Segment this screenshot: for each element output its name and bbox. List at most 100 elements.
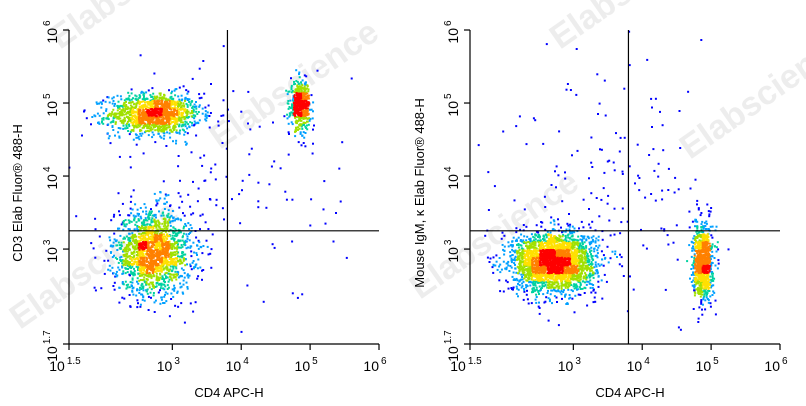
event-point bbox=[152, 92, 155, 95]
event-point bbox=[709, 305, 712, 308]
event-point bbox=[124, 253, 127, 256]
event-point bbox=[167, 246, 170, 249]
event-point bbox=[154, 129, 157, 132]
event-point bbox=[538, 239, 541, 242]
event-point bbox=[303, 111, 306, 114]
event-point bbox=[136, 117, 139, 120]
event-point bbox=[521, 282, 524, 285]
event-point bbox=[646, 58, 649, 61]
event-point bbox=[175, 235, 178, 238]
event-point bbox=[156, 232, 159, 235]
event-point bbox=[182, 102, 185, 105]
event-point bbox=[179, 274, 182, 277]
event-point bbox=[545, 236, 548, 239]
event-point bbox=[568, 225, 571, 228]
event-point bbox=[167, 286, 170, 289]
event-point bbox=[192, 260, 195, 262]
event-point bbox=[154, 254, 157, 257]
event-point bbox=[182, 112, 184, 115]
event-point bbox=[604, 256, 607, 259]
event-point bbox=[187, 115, 190, 118]
event-point bbox=[143, 263, 146, 266]
event-point bbox=[102, 117, 105, 119]
event-point bbox=[133, 219, 136, 222]
event-point bbox=[162, 107, 165, 110]
event-point bbox=[168, 253, 171, 256]
event-point bbox=[636, 143, 639, 146]
event-point bbox=[151, 254, 154, 257]
event-point bbox=[123, 102, 126, 105]
event-point bbox=[157, 112, 160, 115]
event-point bbox=[176, 232, 179, 235]
event-point bbox=[130, 92, 133, 95]
event-point bbox=[158, 100, 161, 103]
event-point bbox=[694, 292, 697, 295]
event-point bbox=[113, 238, 116, 241]
event-point bbox=[538, 281, 541, 284]
event-point bbox=[299, 107, 302, 110]
event-point bbox=[711, 236, 714, 239]
event-point bbox=[568, 213, 570, 215]
event-point bbox=[158, 115, 161, 118]
event-point bbox=[157, 102, 160, 105]
event-point bbox=[294, 102, 297, 105]
event-point bbox=[173, 239, 176, 242]
event-point bbox=[168, 114, 171, 117]
event-point bbox=[130, 114, 132, 117]
event-point bbox=[534, 238, 537, 241]
event-point bbox=[140, 217, 143, 220]
event-point bbox=[161, 256, 164, 259]
y-tick-base: 10 bbox=[44, 247, 60, 263]
event-point bbox=[152, 242, 155, 245]
event-point bbox=[519, 252, 522, 254]
event-point bbox=[491, 266, 494, 269]
event-point bbox=[111, 266, 114, 269]
event-point bbox=[197, 187, 200, 190]
event-point bbox=[159, 97, 162, 99]
event-point bbox=[174, 253, 177, 256]
event-point bbox=[103, 272, 106, 275]
event-point bbox=[571, 247, 574, 250]
event-point bbox=[152, 294, 155, 297]
event-point bbox=[597, 246, 600, 249]
event-point bbox=[165, 237, 168, 240]
event-point bbox=[185, 240, 188, 243]
event-point bbox=[189, 302, 192, 305]
event-point bbox=[538, 312, 541, 315]
event-point bbox=[179, 286, 182, 289]
event-point bbox=[298, 85, 301, 88]
event-point bbox=[159, 122, 162, 125]
event-point bbox=[147, 89, 150, 92]
event-point bbox=[305, 103, 308, 106]
event-point bbox=[143, 276, 146, 279]
event-point bbox=[197, 258, 200, 261]
event-point bbox=[153, 192, 156, 195]
event-point bbox=[117, 112, 120, 115]
event-point bbox=[118, 244, 121, 247]
event-point bbox=[717, 262, 720, 265]
event-point bbox=[139, 272, 142, 275]
event-point bbox=[217, 124, 220, 127]
event-point bbox=[564, 236, 567, 239]
event-point bbox=[697, 290, 700, 293]
event-point bbox=[167, 270, 170, 273]
event-point bbox=[570, 284, 573, 286]
event-point bbox=[703, 295, 706, 298]
event-point bbox=[151, 241, 154, 244]
event-point bbox=[187, 123, 190, 126]
event-point bbox=[692, 262, 695, 265]
event-point bbox=[586, 269, 588, 272]
event-point bbox=[287, 122, 290, 125]
event-point bbox=[125, 125, 128, 127]
event-point bbox=[138, 292, 141, 294]
event-point bbox=[168, 129, 171, 132]
event-point bbox=[710, 264, 713, 267]
event-point bbox=[149, 273, 152, 276]
event-point bbox=[186, 287, 189, 290]
event-point bbox=[132, 138, 135, 141]
event-point bbox=[166, 288, 169, 290]
event-point bbox=[568, 237, 571, 240]
event-point bbox=[519, 264, 522, 267]
event-point bbox=[154, 97, 157, 100]
event-point bbox=[108, 113, 110, 116]
